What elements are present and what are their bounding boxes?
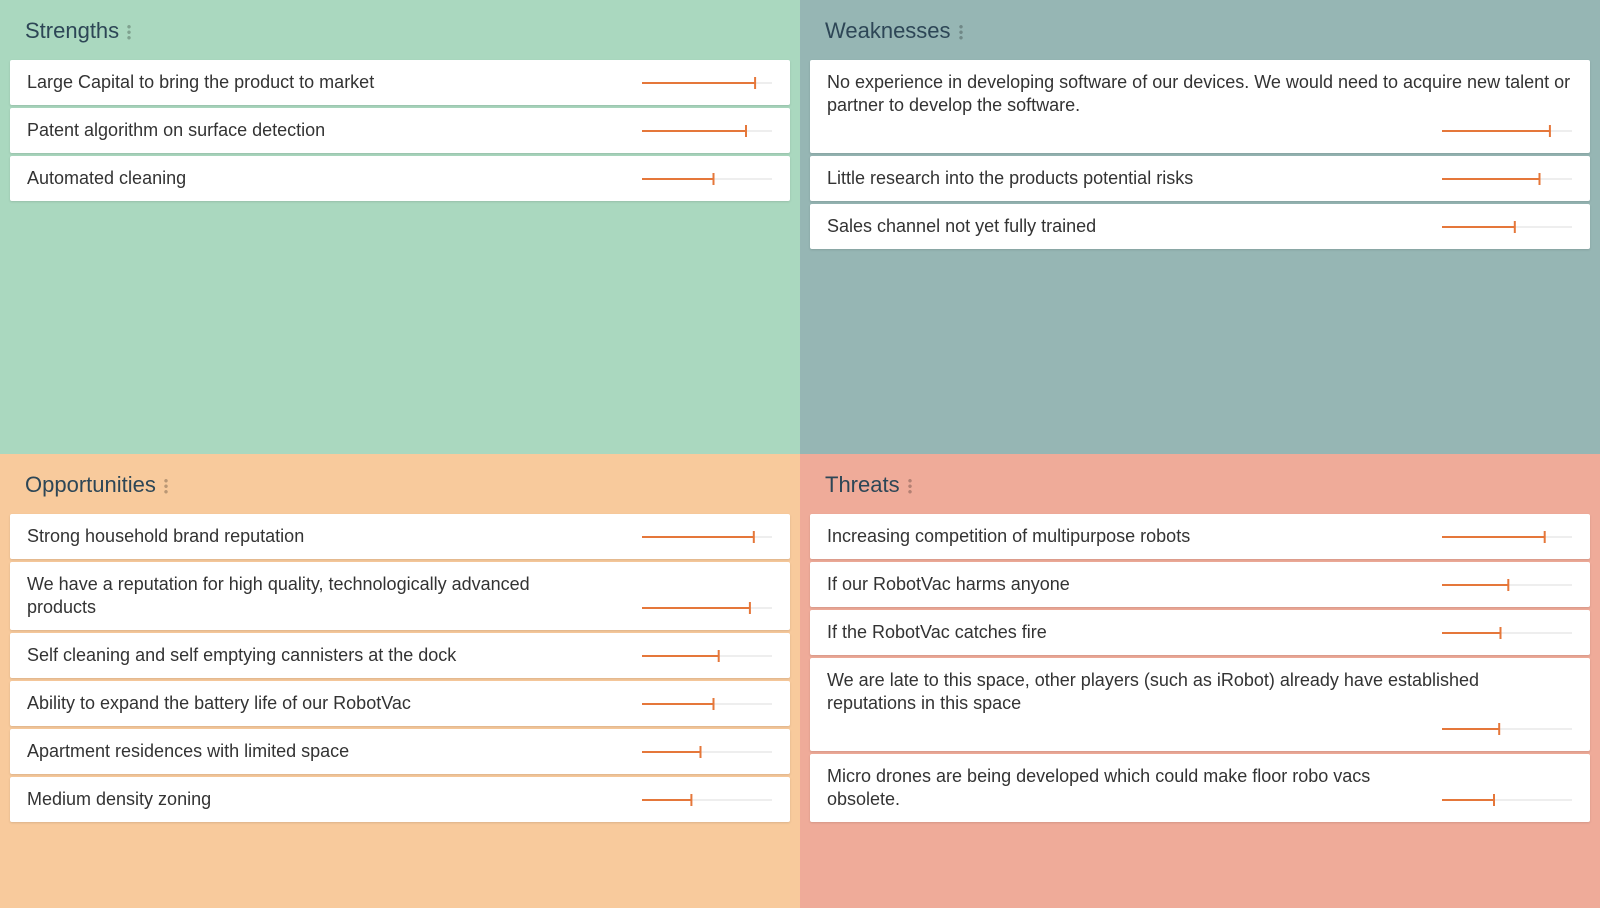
- swot-card: No experience in developing software of …: [810, 60, 1590, 153]
- score-indicator: [642, 125, 772, 137]
- score-indicator: [1442, 723, 1572, 735]
- card-text: Little research into the products potent…: [827, 168, 1194, 188]
- score-indicator: [642, 794, 772, 806]
- title-text: Opportunities: [25, 472, 156, 497]
- swot-card: We have a reputation for high quality, t…: [10, 562, 790, 630]
- score-indicator: [642, 531, 772, 543]
- quadrant-title: Opportunities: [25, 470, 790, 500]
- swot-card: We are late to this space, other players…: [810, 658, 1590, 751]
- quadrant-title: Weaknesses: [825, 16, 1590, 46]
- menu-icon: [127, 24, 132, 41]
- score-indicator: [642, 698, 772, 710]
- score-indicator: [642, 173, 772, 185]
- card-text: Apartment residences with limited space: [27, 741, 350, 761]
- quadrant: Weaknesses No experience in developing so…: [800, 0, 1600, 454]
- score-indicator: [1442, 125, 1572, 137]
- quadrant: Opportunities Strong household brand repu…: [0, 454, 800, 908]
- swot-card: Medium density zoning: [10, 777, 790, 822]
- card-text: Self cleaning and self emptying canniste…: [27, 645, 457, 665]
- quadrant-title: Strengths: [25, 16, 790, 46]
- card-text: Large Capital to bring the product to ma…: [27, 72, 375, 92]
- swot-card: Apartment residences with limited space: [10, 729, 790, 774]
- card-text: No experience in developing software of …: [827, 72, 1571, 115]
- score-indicator: [642, 746, 772, 758]
- swot-card: Sales channel not yet fully trained: [810, 204, 1590, 249]
- swot-card: If our RobotVac harms anyone: [810, 562, 1590, 607]
- title-text: Weaknesses: [825, 18, 951, 43]
- title-text: Threats: [825, 472, 900, 497]
- quadrant: Threats Increasing competition of multipu…: [800, 454, 1600, 908]
- card-text: Patent algorithm on surface detection: [27, 120, 326, 140]
- swot-card: Ability to expand the battery life of ou…: [10, 681, 790, 726]
- card-text: We have a reputation for high quality, t…: [27, 574, 530, 617]
- score-indicator: [1442, 173, 1572, 185]
- quadrant: Strengths Large Capital to bring the prod…: [0, 0, 800, 454]
- score-indicator: [1442, 531, 1572, 543]
- menu-icon: [163, 478, 168, 495]
- card-text: Automated cleaning: [27, 168, 187, 188]
- card-text: Strong household brand reputation: [27, 526, 305, 546]
- swot-card: If the RobotVac catches fire: [810, 610, 1590, 655]
- swot-card: Micro drones are being developed which c…: [810, 754, 1590, 822]
- score-indicator: [1442, 221, 1572, 233]
- card-text: Sales channel not yet fully trained: [827, 216, 1097, 236]
- swot-card: Strong household brand reputation: [10, 514, 790, 559]
- title-text: Strengths: [25, 18, 120, 43]
- menu-icon: [907, 478, 912, 495]
- card-text: If our RobotVac harms anyone: [827, 574, 1070, 594]
- score-indicator: [1442, 627, 1572, 639]
- swot-card: Automated cleaning: [10, 156, 790, 201]
- score-indicator: [642, 602, 772, 614]
- score-indicator: [1442, 794, 1572, 806]
- swot-card: Large Capital to bring the product to ma…: [10, 60, 790, 105]
- card-text: Increasing competition of multipurpose r…: [827, 526, 1191, 546]
- card-text: Medium density zoning: [27, 789, 212, 809]
- score-indicator: [642, 77, 772, 89]
- card-text: Micro drones are being developed which c…: [827, 766, 1371, 809]
- swot-card: Patent algorithm on surface detection: [10, 108, 790, 153]
- quadrant-title: Threats: [825, 470, 1590, 500]
- swot-card: Self cleaning and self emptying canniste…: [10, 633, 790, 678]
- swot-card: Increasing competition of multipurpose r…: [810, 514, 1590, 559]
- swot-card: Little research into the products potent…: [810, 156, 1590, 201]
- card-text: Ability to expand the battery life of ou…: [27, 693, 411, 713]
- card-text: We are late to this space, other players…: [827, 670, 1480, 713]
- score-indicator: [1442, 579, 1572, 591]
- card-text: If the RobotVac catches fire: [827, 622, 1047, 642]
- score-indicator: [642, 650, 772, 662]
- menu-icon: [958, 24, 963, 41]
